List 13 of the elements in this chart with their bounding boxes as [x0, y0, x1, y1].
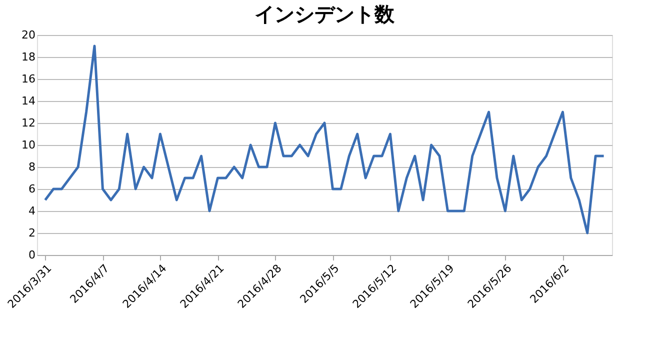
y-tick-label: 4: [28, 204, 36, 218]
y-tick-label: 0: [28, 248, 36, 262]
y-tick-label: 6: [28, 182, 36, 196]
y-tick-label: 16: [22, 72, 36, 86]
y-tick-label: 18: [22, 50, 36, 64]
chart-title: インシデント数: [254, 2, 396, 26]
y-tick-label: 8: [28, 160, 36, 174]
y-tick-label: 20: [22, 28, 36, 42]
y-tick-label: 10: [22, 138, 36, 152]
y-tick-label: 2: [28, 226, 36, 240]
line-series: [44, 44, 606, 234]
y-tick-label: 14: [22, 94, 36, 108]
y-tick-label: 12: [22, 116, 36, 130]
